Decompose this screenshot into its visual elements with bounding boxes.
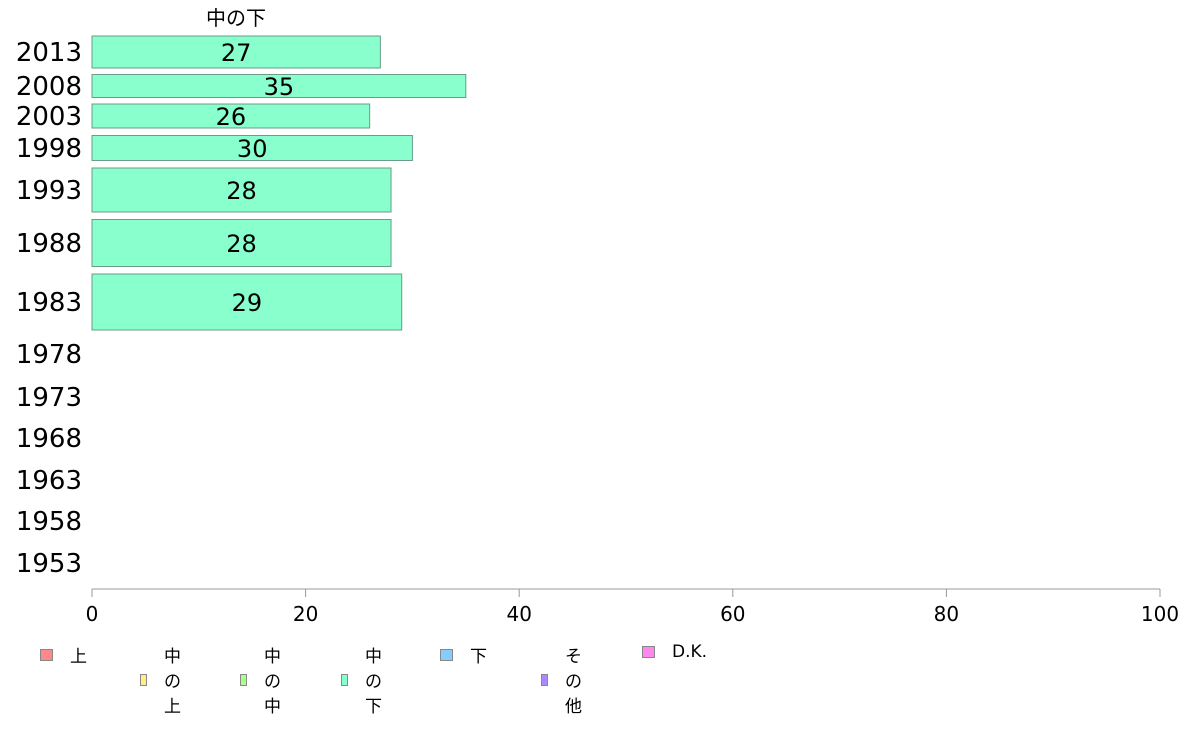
bar (91, 74, 467, 98)
legend-swatch (642, 646, 655, 658)
y-tick-label: 1958 (16, 507, 82, 537)
bar (91, 103, 371, 129)
x-tick-label: 60 (720, 602, 745, 626)
y-tick-label: 1978 (16, 340, 82, 370)
data-label: 30 (237, 135, 268, 163)
legend-label: その他 (564, 647, 582, 717)
y-tick-label: 1968 (16, 424, 82, 454)
data-label: 28 (226, 177, 257, 205)
legend-item: 下 (440, 642, 487, 667)
data-label: 35 (264, 73, 295, 101)
x-tick-label: 20 (293, 602, 318, 626)
legend-swatch (140, 673, 147, 686)
y-tick-label: 1963 (16, 466, 82, 496)
legend-label: 上 (70, 647, 87, 667)
legend-item: D.K. (642, 642, 707, 662)
y-tick-label: 1993 (16, 176, 82, 206)
bar (91, 35, 381, 69)
y-tick-label: 1988 (16, 229, 82, 259)
legend-swatch (341, 673, 348, 686)
y-tick-label: 1998 (16, 134, 82, 164)
bar (91, 167, 392, 213)
legend-label: 下 (470, 647, 487, 667)
legend-label: D.K. (672, 642, 708, 662)
legend-item: その他 (541, 642, 588, 717)
data-label: 27 (221, 39, 252, 67)
legend-swatch (440, 648, 453, 661)
legend-swatch (240, 673, 247, 686)
legend-label: 中の下 (364, 647, 382, 717)
y-tick-label: 1983 (16, 288, 82, 318)
legend-item: 中の下 (341, 642, 388, 717)
x-tick-label: 0 (86, 602, 99, 626)
x-tick-label: 80 (934, 602, 959, 626)
data-label: 28 (226, 230, 257, 258)
bar (91, 273, 403, 331)
data-label: 26 (216, 103, 247, 131)
legend-item: 中の中 (240, 642, 287, 717)
y-tick-label: 2003 (16, 102, 82, 132)
legend-label: 中の中 (263, 647, 281, 717)
data-label: 29 (232, 289, 263, 317)
legend-item: 上 (40, 642, 87, 667)
bar (91, 135, 413, 161)
y-tick-label: 1973 (16, 383, 82, 413)
y-tick-label: 1953 (16, 549, 82, 579)
y-tick-label: 2008 (16, 72, 82, 102)
legend-swatch (40, 648, 53, 661)
legend-swatch (541, 673, 548, 686)
legend-label: 中の上 (163, 647, 181, 717)
x-tick-label: 100 (1141, 602, 1179, 626)
series-title: 中の下 (206, 6, 266, 30)
x-tick-label: 40 (506, 602, 531, 626)
bar (91, 219, 392, 267)
legend-item: 中の上 (140, 642, 187, 717)
y-tick-label: 2013 (16, 38, 82, 68)
